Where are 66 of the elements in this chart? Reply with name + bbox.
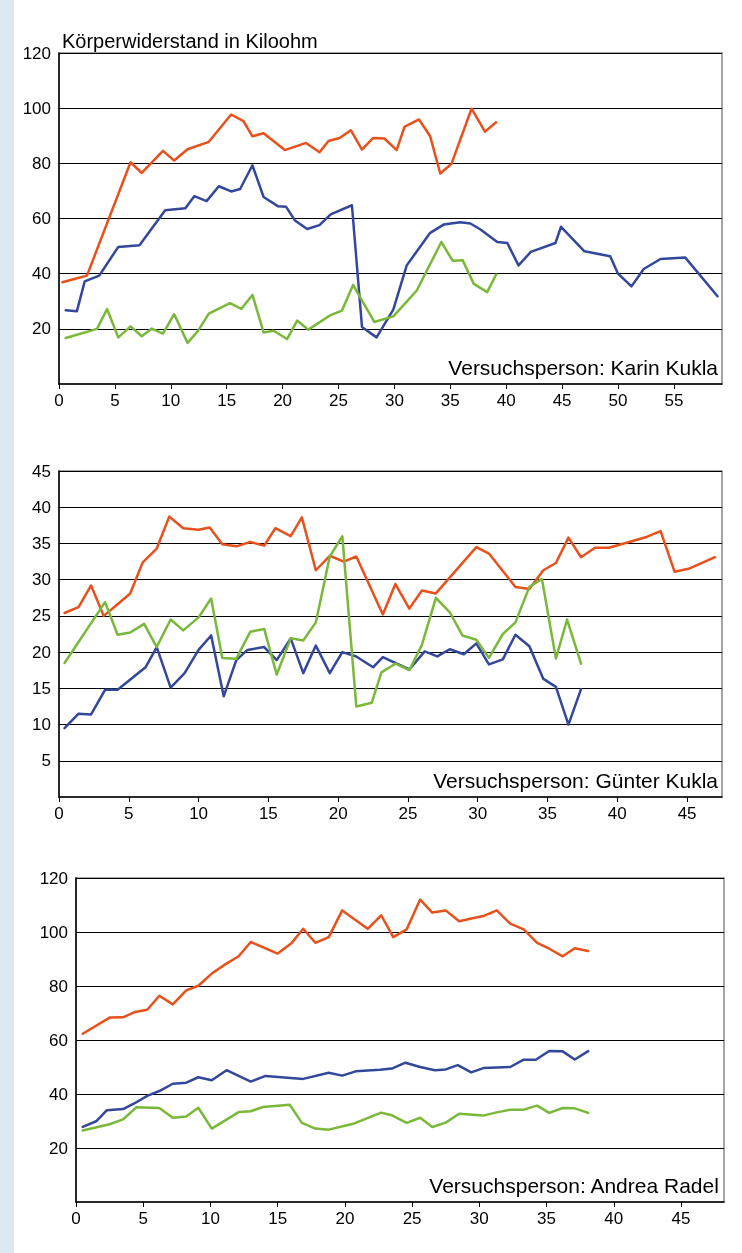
y-tick-label: 80 [32, 153, 51, 173]
y-tick-label: 15 [32, 678, 51, 698]
y-tick-label: 120 [22, 43, 51, 63]
y-tick-label: 40 [32, 264, 51, 284]
x-tick-label: 30 [384, 391, 404, 410]
x-tick-label: 15 [217, 391, 237, 410]
x-tick-label: 25 [398, 804, 418, 823]
x-tick-label: 35 [537, 1209, 556, 1228]
y-tick-label: 100 [22, 98, 51, 118]
annotation: Versuchsperson: Andrea Radel [429, 1174, 719, 1197]
x-tick-label: 0 [71, 1209, 81, 1228]
y-tick-label: 60 [32, 209, 51, 228]
y-tick-label: 80 [49, 976, 68, 996]
x-tick-label: 10 [200, 1209, 220, 1228]
x-tick-label: 20 [273, 391, 293, 410]
line-series [61, 107, 498, 284]
annotation: Versuchsperson: Karin Kukla [448, 356, 719, 379]
x-tick-label: 25 [402, 1209, 422, 1228]
x-tick-label: 15 [268, 1209, 288, 1228]
x-tick-label: 10 [189, 804, 209, 823]
line-series [64, 164, 719, 339]
x-tick-label: 0 [54, 391, 64, 410]
y-tick-label: 20 [49, 1138, 68, 1158]
y-tick-label: 35 [32, 533, 51, 553]
x-tick-label: 20 [335, 1209, 355, 1228]
x-tick-label: 15 [258, 804, 278, 823]
x-tick-label: 45 [677, 804, 697, 823]
x-tick-label: 40 [607, 804, 627, 823]
y-tick-label: 40 [32, 497, 51, 517]
x-tick-label: 45 [671, 1209, 691, 1228]
y-tick-label: 45 [32, 461, 51, 481]
x-tick-label: 5 [124, 804, 134, 823]
line-series [64, 240, 498, 345]
line-series [63, 534, 583, 708]
y-tick-label: 100 [39, 922, 68, 942]
y-tick-label: 10 [32, 715, 51, 735]
line-series [81, 898, 590, 1036]
y-tick-label: 120 [39, 868, 68, 888]
x-tick-label: 50 [608, 391, 628, 410]
y-tick-label: 5 [41, 751, 51, 771]
x-tick-label: 45 [552, 391, 572, 410]
y-tick-label: 20 [32, 642, 51, 662]
line-series [81, 1103, 590, 1132]
x-tick-label: 55 [664, 391, 684, 410]
line-series [63, 633, 583, 730]
x-tick-label: 35 [440, 391, 460, 410]
x-tick-label: 10 [161, 391, 181, 410]
x-tick-label: 30 [469, 1209, 489, 1228]
x-tick-label: 5 [110, 391, 120, 410]
y-tick-label: 30 [32, 570, 51, 590]
y-tick-label: 60 [49, 1030, 68, 1050]
line-series [81, 1049, 590, 1129]
chart-title: Körperwiderstand in Kiloohm [62, 30, 318, 52]
line-series [63, 515, 717, 618]
x-tick-label: 30 [468, 804, 488, 823]
x-tick-label: 0 [54, 804, 64, 823]
x-tick-label: 5 [138, 1209, 148, 1228]
y-tick-label: 20 [32, 319, 51, 339]
x-tick-label: 25 [329, 391, 348, 410]
x-tick-label: 40 [496, 391, 516, 410]
x-tick-label: 40 [604, 1209, 624, 1228]
annotation: Versuchsperson: Günter Kukla [433, 769, 719, 792]
y-tick-label: 25 [32, 606, 51, 626]
x-tick-label: 35 [538, 804, 557, 823]
y-tick-label: 40 [49, 1084, 68, 1104]
x-tick-label: 20 [328, 804, 348, 823]
